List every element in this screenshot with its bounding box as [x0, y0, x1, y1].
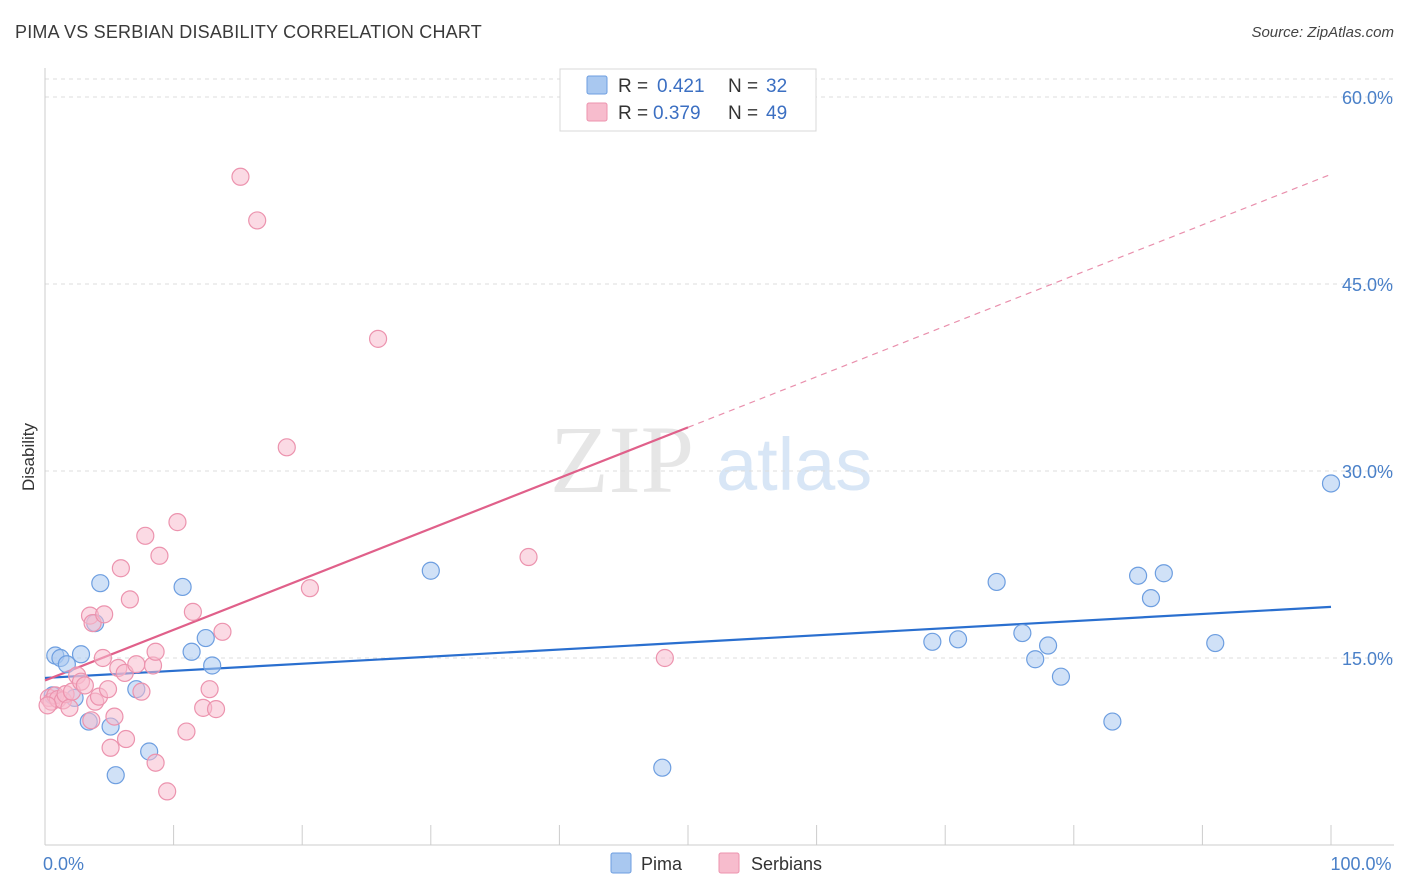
data-point-serbian-25	[120, 590, 139, 609]
stats-legend-n-label-pima: N =	[728, 76, 758, 97]
stats-legend-swatch-pima	[586, 75, 608, 95]
trend-layer	[44, 173, 1332, 682]
trend-line-serbian	[44, 426, 689, 682]
chart-title: PIMA VS SERBIAN DISABILITY CORRELATION C…	[15, 22, 482, 42]
stats-legend-r-value-serbian: 0.379	[653, 103, 701, 124]
data-point-serbian-26	[127, 655, 146, 674]
data-point-pima-20	[948, 630, 968, 649]
data-point-pima-13	[173, 577, 192, 597]
watermark-atlas: atlas	[716, 423, 872, 506]
data-point-pima-14	[182, 642, 201, 661]
data-point-serbian-6	[60, 698, 79, 717]
data-point-serbian-18	[98, 680, 118, 699]
data-point-pima-22	[1013, 623, 1032, 643]
data-point-serbian-20	[105, 707, 124, 726]
data-point-pima-16	[203, 656, 222, 675]
data-point-serbian-36	[183, 602, 202, 621]
data-point-serbian-31	[146, 753, 165, 772]
chart-source: Source: ZipAtlas.com	[1251, 24, 1394, 41]
data-point-pima-5	[91, 574, 110, 593]
data-point-pima-26	[1103, 712, 1122, 731]
data-point-serbian-38	[200, 680, 219, 699]
data-point-pima-31	[1321, 474, 1341, 493]
x-tick-label-1: 100.0%	[1330, 854, 1391, 874]
axis-layer: 15.0% 30.0% 45.0% 60.0% 0.0% 100.0%	[43, 68, 1394, 874]
stats-legend-n-value-pima: 32	[766, 76, 787, 97]
data-point-serbian-28	[136, 526, 155, 545]
data-point-serbian-30	[146, 642, 165, 661]
trend-line-pima	[44, 605, 1332, 680]
data-point-serbian-17	[95, 605, 114, 624]
stats-legend-r-label-pima: R =	[618, 76, 648, 97]
data-point-pima-21	[987, 572, 1006, 592]
data-point-pima-17	[421, 561, 440, 580]
y-axis-label: Disability	[19, 422, 38, 491]
data-point-serbian-43	[277, 438, 296, 457]
stats-legend-r-label-serbian: R =	[618, 103, 648, 124]
data-point-serbian-48	[38, 696, 57, 715]
stats-legend-n-value-serbian: 49	[766, 103, 787, 124]
data-point-pima-15	[196, 628, 215, 648]
points-layer	[38, 167, 1341, 801]
data-point-pima-19	[923, 632, 942, 651]
data-point-serbian-42	[248, 211, 267, 230]
data-point-serbian-19	[101, 738, 120, 757]
data-point-serbian-22	[111, 559, 130, 578]
y-tick-label-0: 15.0%	[1342, 649, 1393, 669]
data-point-pima-28	[1141, 589, 1161, 608]
y-tick-label-1: 30.0%	[1342, 462, 1393, 482]
data-point-serbian-16	[93, 648, 112, 668]
data-point-serbian-41	[231, 167, 250, 186]
data-point-serbian-34	[168, 513, 187, 532]
data-point-serbian-24	[116, 729, 136, 749]
bottom-legend-label-pima: Pima	[641, 854, 683, 874]
data-point-serbian-27	[132, 682, 151, 701]
watermark-zip: ZIP	[550, 406, 694, 513]
data-point-pima-23	[1026, 650, 1045, 669]
data-point-serbian-13	[82, 711, 101, 730]
data-point-pima-10	[106, 766, 125, 785]
data-point-pima-2	[57, 655, 76, 674]
data-point-pima-3	[71, 645, 91, 664]
data-point-serbian-45	[368, 329, 388, 348]
trend-line-serbian-dashed	[687, 173, 1332, 428]
data-point-pima-29	[1154, 564, 1173, 583]
data-point-pima-27	[1128, 566, 1148, 585]
y-tick-label-2: 45.0%	[1342, 275, 1393, 295]
data-point-pima-25	[1051, 667, 1071, 686]
bottom-legend-swatch-serbian	[718, 852, 740, 874]
data-point-serbian-39	[206, 700, 226, 719]
data-point-pima-18	[653, 758, 672, 777]
bottom-legend-swatch-pima	[610, 852, 632, 874]
stats-legend-n-label-serbian: N =	[728, 103, 758, 124]
data-point-serbian-32	[150, 546, 169, 565]
y-tick-label-3: 60.0%	[1342, 88, 1393, 108]
data-point-serbian-33	[158, 782, 177, 801]
data-point-serbian-46	[519, 547, 538, 567]
stats-legend-swatch-serbian	[586, 102, 608, 122]
data-point-serbian-44	[300, 579, 320, 598]
data-point-pima-24	[1038, 636, 1058, 655]
stats-legend: R = 0.421 N = 32 R = 0.379 N = 49	[559, 68, 817, 132]
data-point-serbian-47	[655, 648, 674, 668]
stats-legend-r-value-pima: 0.421	[657, 76, 705, 97]
grid-layer	[45, 78, 1394, 659]
data-point-serbian-40	[213, 622, 232, 641]
data-point-serbian-10	[75, 676, 94, 695]
x-tick-label-0: 0.0%	[43, 854, 84, 874]
data-point-serbian-35	[177, 722, 196, 741]
data-point-pima-30	[1206, 633, 1225, 653]
bottom-legend-label-serbian: Serbians	[751, 854, 822, 874]
bottom-legend: Pima Serbians	[610, 852, 822, 874]
